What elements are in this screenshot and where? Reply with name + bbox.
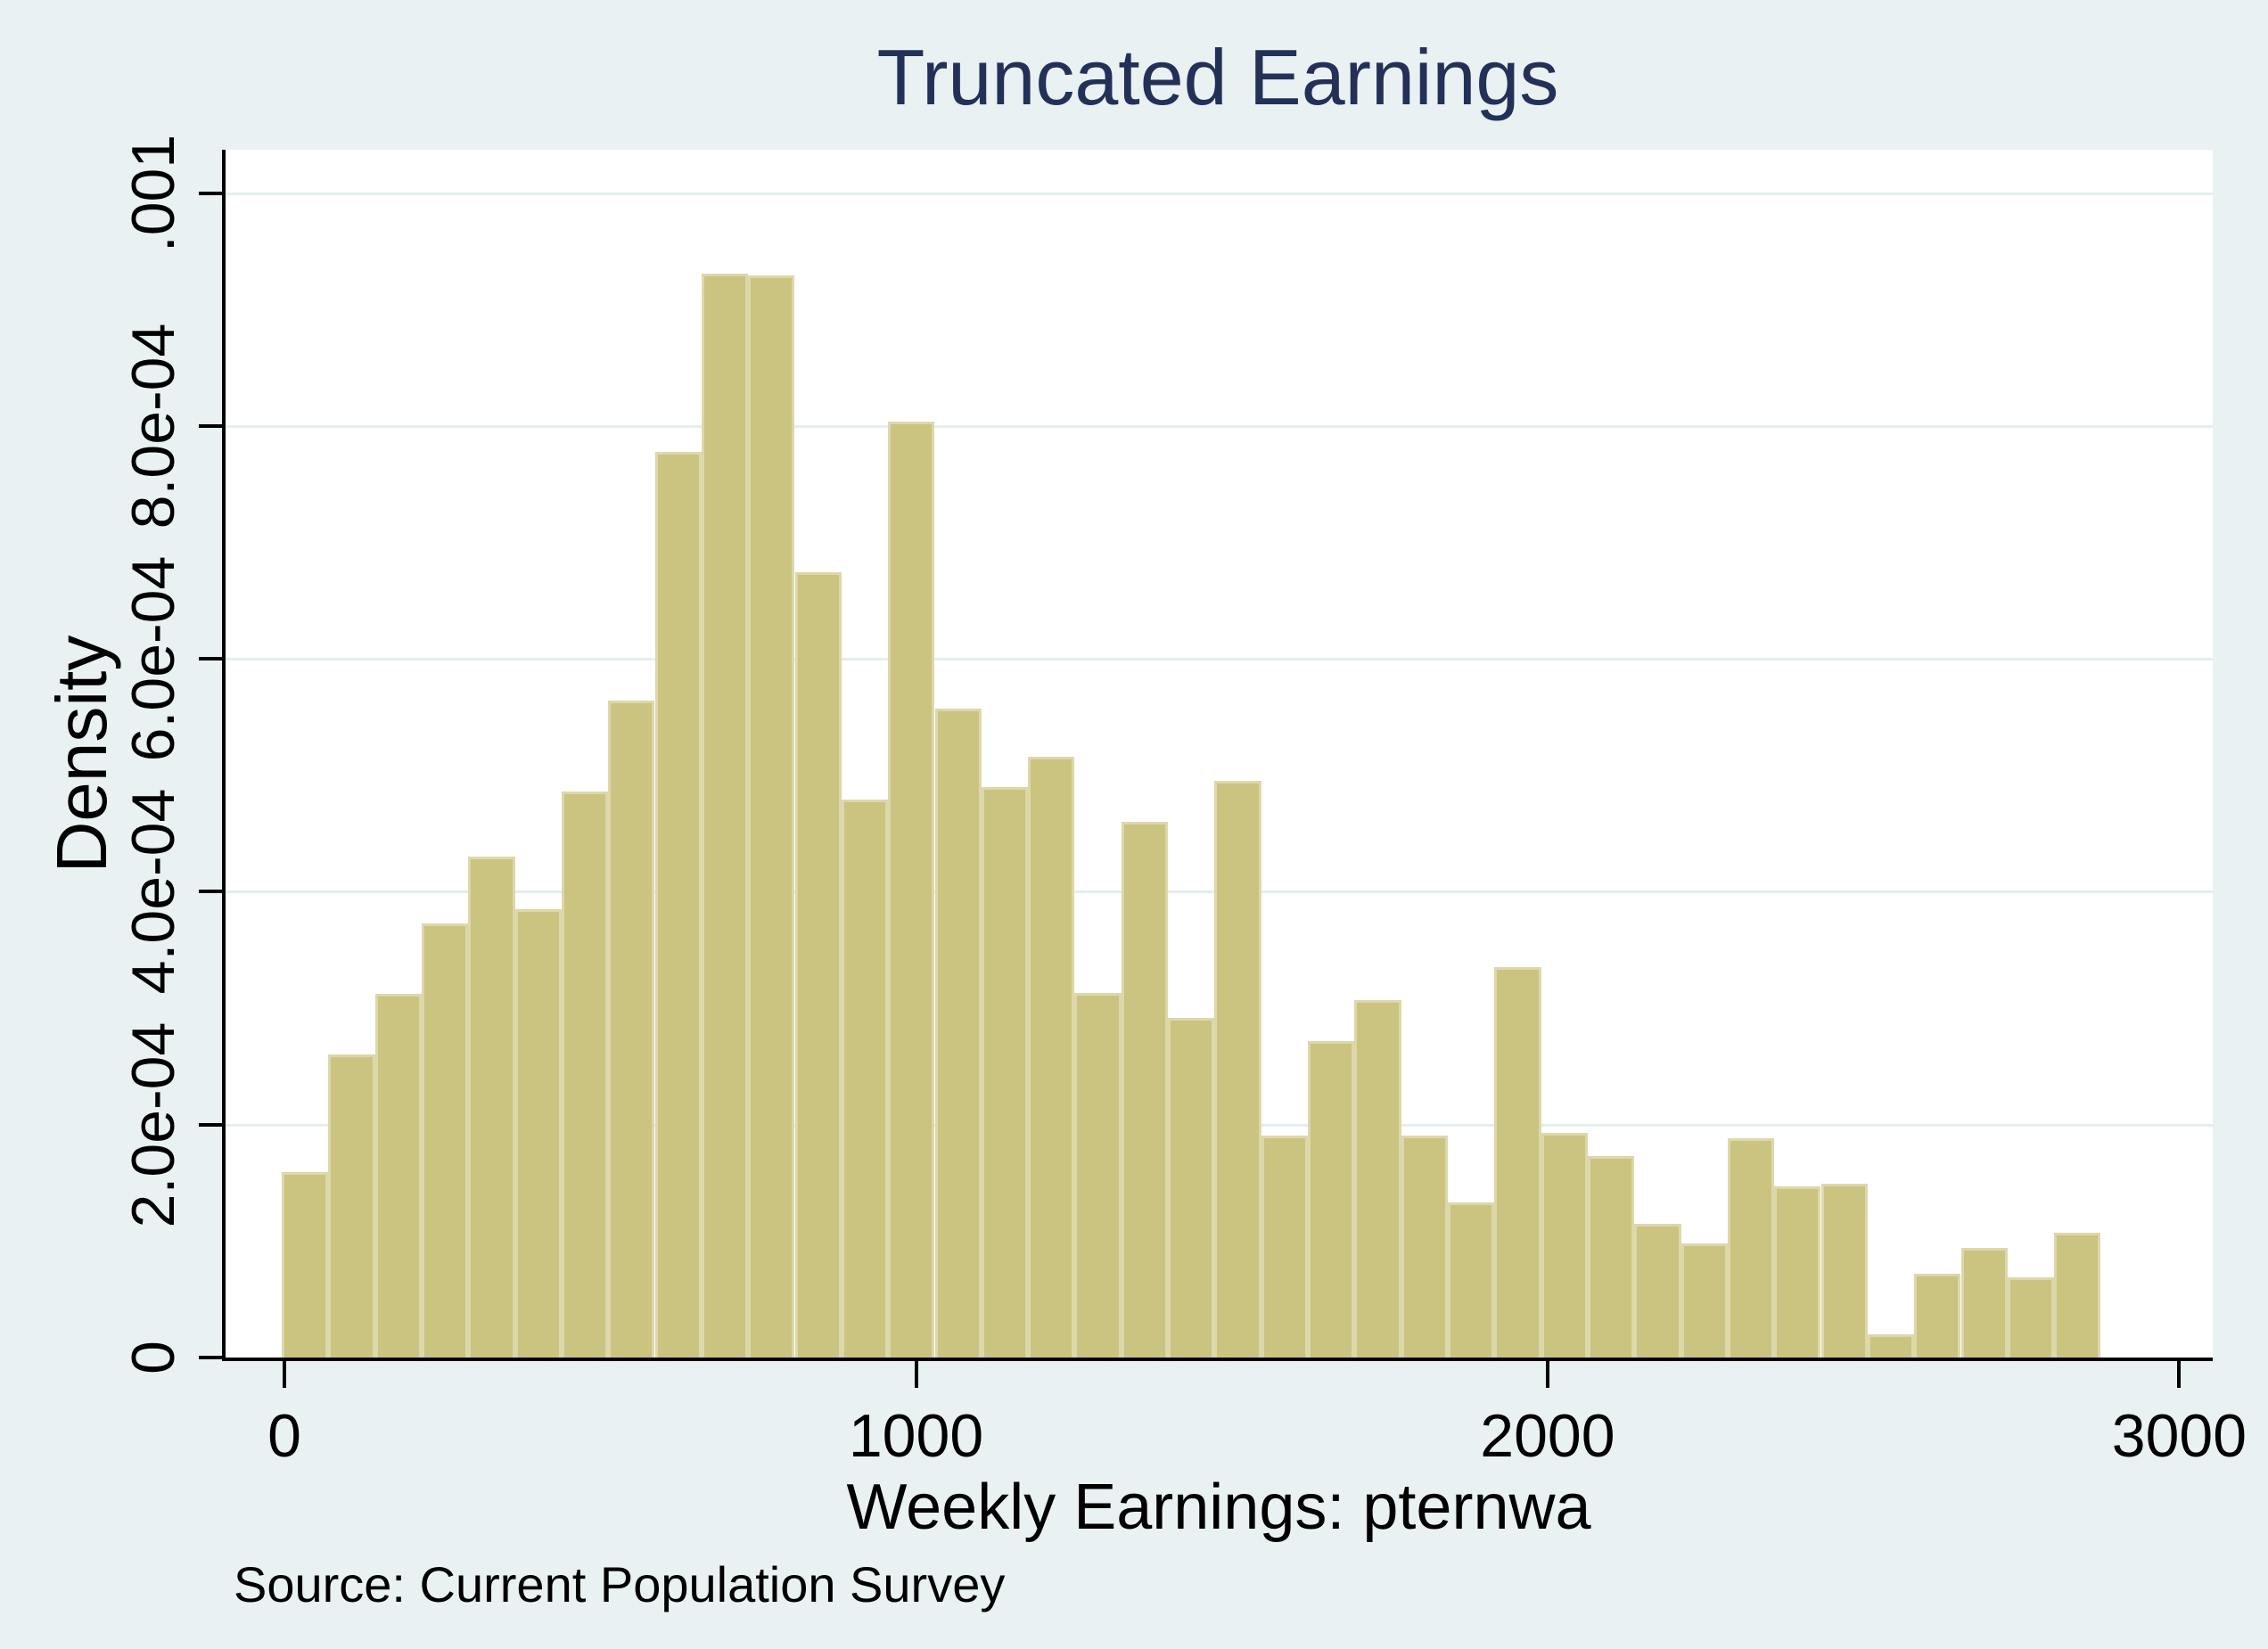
- y-tick-label-2.0e-04: 2.0e-04: [119, 1021, 187, 1228]
- histogram-bar: [654, 451, 702, 1358]
- histogram-bar: [2054, 1233, 2101, 1358]
- histogram-bar: [1168, 1017, 1215, 1358]
- histogram-bar: [1680, 1243, 1728, 1358]
- x-tick-3000: [2177, 1361, 2182, 1388]
- histogram-bar: [981, 786, 1029, 1358]
- histogram-bar: [561, 792, 609, 1358]
- histogram-bar: [794, 572, 842, 1358]
- y-tick-0: [199, 1356, 224, 1359]
- x-tick-label-1000: 1000: [848, 1402, 984, 1470]
- y-tick-label-0: 0: [119, 1341, 187, 1374]
- histogram-bar: [282, 1172, 329, 1358]
- chart-title: Truncated Earnings: [876, 33, 1559, 121]
- y-tick-.001: [199, 191, 224, 195]
- histogram-bar: [514, 909, 562, 1358]
- x-tick-label-2000: 2000: [1480, 1402, 1615, 1470]
- histogram-bar: [1121, 822, 1169, 1358]
- histogram-bar: [2007, 1276, 2055, 1358]
- histogram-bar: [1354, 999, 1401, 1358]
- y-tick-label-8.0e-04: 8.0e-04: [119, 323, 187, 529]
- x-tick-label-0: 0: [267, 1402, 301, 1470]
- histogram-bar: [748, 275, 795, 1358]
- histogram-bar: [1960, 1248, 2008, 1358]
- y-axis-title: Density: [42, 635, 121, 874]
- histogram-bar: [1308, 1040, 1355, 1358]
- histogram-bar: [374, 994, 422, 1358]
- histogram-bar: [1541, 1132, 1588, 1358]
- histogram-bar: [1261, 1135, 1308, 1358]
- histogram-bar: [1634, 1223, 1681, 1358]
- histogram-bar: [328, 1054, 375, 1358]
- histogram-bar: [1028, 756, 1075, 1358]
- histogram-bar: [1588, 1156, 1635, 1358]
- histogram-bar: [1774, 1185, 1821, 1358]
- y-tick-label-.001: .001: [119, 134, 187, 252]
- histogram-bar: [468, 857, 515, 1358]
- y-tick-label-6.0e-04: 6.0e-04: [119, 555, 187, 762]
- histogram-bar: [934, 709, 982, 1358]
- histogram-bar: [701, 273, 749, 1358]
- histogram-bar: [1494, 967, 1541, 1358]
- source-note: Source: Current Population Survey: [234, 1556, 1006, 1612]
- histogram-bar: [1727, 1138, 1775, 1358]
- x-tick-2000: [1545, 1361, 1549, 1388]
- gridline-y-.001: [226, 192, 2213, 195]
- histogram-bar: [1867, 1333, 1915, 1358]
- gridline-y-6.0e-04: [226, 658, 2213, 661]
- gridline-y-8.0e-04: [226, 424, 2213, 428]
- histogram-bar: [1820, 1184, 1868, 1358]
- x-tick-0: [283, 1361, 286, 1388]
- histogram-bar: [1448, 1202, 1495, 1358]
- x-axis-line: [222, 1358, 2213, 1361]
- x-axis-title: Weekly Earnings: pternwa: [846, 1472, 1591, 1543]
- y-tick-8.0e-04: [199, 423, 224, 428]
- histogram-bar: [1914, 1273, 1961, 1358]
- histogram-bar: [1401, 1135, 1448, 1358]
- x-tick-1000: [914, 1361, 918, 1388]
- y-axis-line: [222, 150, 226, 1361]
- y-tick-label-4.0e-04: 4.0e-04: [119, 789, 187, 995]
- histogram-bar: [1214, 781, 1261, 1358]
- histogram-bar: [608, 701, 655, 1358]
- y-tick-4.0e-04: [199, 890, 224, 894]
- y-tick-2.0e-04: [199, 1122, 224, 1127]
- histogram-bar: [841, 800, 889, 1358]
- histogram-bar: [1074, 993, 1122, 1358]
- histogram-bar: [888, 421, 935, 1358]
- histogram-bar: [422, 923, 469, 1358]
- x-tick-label-3000: 3000: [2111, 1402, 2247, 1470]
- y-tick-6.0e-04: [199, 657, 224, 661]
